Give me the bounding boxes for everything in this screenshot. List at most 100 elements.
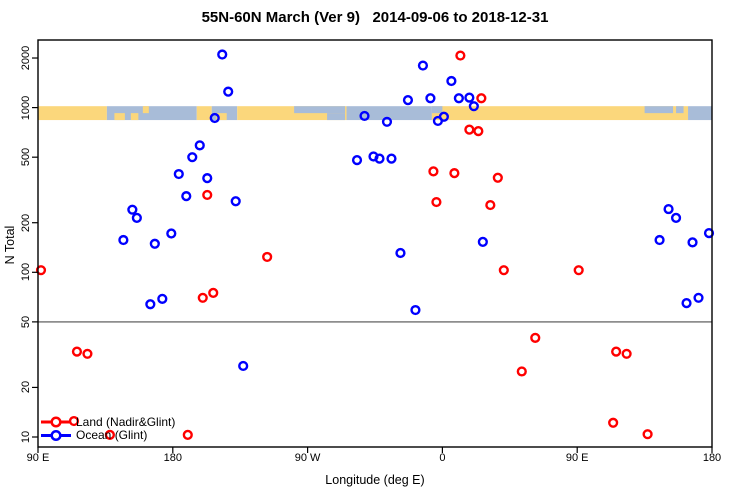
coast-band-land-patch <box>216 113 227 121</box>
y-tick-label: 2000 <box>20 45 32 71</box>
y-tick-label: 200 <box>20 213 32 232</box>
coast-band-ocean-patch <box>327 113 346 121</box>
x-tick-label: 180 <box>702 452 722 464</box>
data-point <box>359 110 370 122</box>
x-tick-label: 180 <box>163 452 182 464</box>
data-point <box>464 124 475 135</box>
y-tick-label: 20 <box>20 381 32 394</box>
x-tick-label: 90 E <box>565 452 589 464</box>
data-point <box>432 115 444 127</box>
coast-band-land-patch <box>114 113 125 121</box>
data-point <box>131 212 142 223</box>
data-point <box>351 154 363 166</box>
data-point <box>621 348 632 359</box>
data-point <box>187 152 198 163</box>
data-point <box>449 168 460 179</box>
data-point <box>386 153 397 164</box>
data-point <box>209 112 220 124</box>
data-point <box>670 212 682 223</box>
data-point <box>223 86 234 97</box>
legend-symbol-ocean-marker <box>50 429 62 442</box>
coast-band-ocean-segment <box>688 106 712 121</box>
data-point <box>611 346 622 357</box>
data-point <box>687 237 698 248</box>
data-point <box>381 116 393 127</box>
coast-band-ocean-patch <box>644 106 674 114</box>
data-point <box>431 196 442 208</box>
data-point <box>642 429 653 440</box>
data-point <box>118 234 129 246</box>
data-point <box>468 101 479 112</box>
data-point <box>238 360 249 372</box>
coast-band-land-patch <box>142 106 149 114</box>
coast-band-ocean-patch <box>431 106 443 114</box>
chart-title: 55N-60N March (Ver 9) 2014-09-06 to 2018… <box>201 9 549 26</box>
data-point <box>82 348 93 359</box>
y-tick-label: 10 <box>20 430 32 444</box>
data-point <box>149 238 160 249</box>
legend-symbol-land-marker <box>50 416 62 428</box>
data-point <box>262 251 273 263</box>
data-point <box>516 366 527 377</box>
x-axis-label: Longitude (deg E) <box>325 473 425 487</box>
data-point <box>455 50 466 61</box>
data-point <box>417 60 429 71</box>
data-point <box>654 234 665 246</box>
data-point <box>182 429 193 440</box>
data-point <box>693 292 704 303</box>
data-point <box>608 417 619 428</box>
data-point <box>202 189 213 201</box>
data-point <box>703 227 715 239</box>
data-point <box>104 429 115 440</box>
y-axis-label: N Total <box>3 225 17 265</box>
data-point <box>498 265 509 276</box>
data-point <box>663 203 674 215</box>
x-tick-label: 90 W <box>294 452 321 464</box>
data-point <box>166 228 177 239</box>
data-point <box>173 168 184 180</box>
data-point <box>194 140 205 151</box>
y-tick-label: 100 <box>20 263 32 282</box>
x-tick-label: 0 <box>439 452 446 464</box>
data-point <box>446 75 457 87</box>
data-point <box>464 92 475 103</box>
data-point <box>35 265 47 276</box>
coast-band-land-patch <box>130 113 139 121</box>
data-point <box>476 93 487 104</box>
data-point <box>145 299 156 310</box>
data-point <box>395 247 406 259</box>
coast-band-ocean-segment <box>106 106 197 121</box>
plot-border <box>37 39 713 448</box>
coast-band-land-segment <box>38 106 107 121</box>
data-point <box>230 196 241 207</box>
x-tick-label: 90 E <box>26 452 50 464</box>
data-point <box>402 95 414 106</box>
data-point <box>530 332 541 343</box>
data-point <box>477 236 488 247</box>
data-point <box>181 191 192 202</box>
data-point <box>217 49 228 60</box>
plot-area <box>32 39 715 453</box>
data-point <box>681 298 692 309</box>
coast-band-land-segment <box>431 106 689 121</box>
data-point <box>573 265 584 276</box>
y-tick-label: 1000 <box>20 95 32 120</box>
data-point <box>127 204 138 215</box>
coast-band-ocean-patch <box>676 106 684 114</box>
coast-band-ocean-patch <box>294 106 346 114</box>
data-point <box>473 125 484 137</box>
data-point <box>71 346 83 357</box>
y-tick-label: 50 <box>20 315 32 328</box>
data-point <box>453 93 464 104</box>
data-point <box>425 93 436 104</box>
legend-item-ocean: Ocean (Glint) <box>76 428 148 442</box>
legend-item-land: Land (Nadir&Glint) <box>76 415 176 429</box>
data-point <box>208 287 219 298</box>
data-point <box>197 292 208 303</box>
data-point <box>485 199 496 211</box>
data-point <box>157 293 168 304</box>
data-point <box>202 173 213 184</box>
data-point <box>374 153 385 164</box>
y-tick-label: 500 <box>20 147 32 167</box>
